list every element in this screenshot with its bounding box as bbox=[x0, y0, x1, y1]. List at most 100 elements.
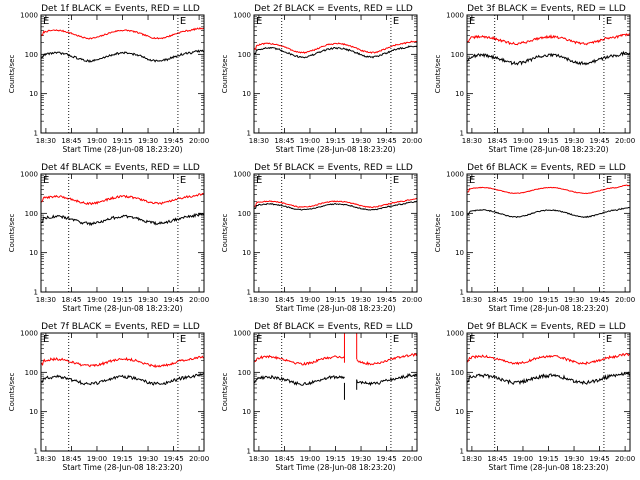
x-tick-label: 19:45 bbox=[376, 455, 396, 463]
series-lld-line bbox=[466, 184, 631, 195]
y-tick-label: 1000 bbox=[446, 330, 464, 338]
x-tick-label: 19:00 bbox=[87, 137, 107, 145]
x-tick-label: 19:15 bbox=[325, 137, 345, 145]
x-tick-label: 19:45 bbox=[376, 296, 396, 304]
series-events-line bbox=[253, 45, 418, 59]
plot-frame bbox=[253, 173, 418, 293]
x-tick-label: 19:30 bbox=[351, 137, 371, 145]
x-tick-label: 18:30 bbox=[249, 137, 269, 145]
x-axis-label: Start Time (28-Jun-08 18:23:20) bbox=[63, 463, 183, 472]
series-events-line bbox=[40, 212, 205, 227]
series-events-line bbox=[466, 50, 631, 66]
x-tick-label: 18:45 bbox=[487, 296, 507, 304]
y-axis-label: Counts/sec bbox=[8, 214, 16, 253]
y-tick-label: 100 bbox=[25, 51, 38, 59]
detector-panel-7: Det 7f BLACK = Events, RED = LLD Start Ti… bbox=[8, 322, 209, 472]
x-axis-label: Start Time (28-Jun-08 18:23:20) bbox=[489, 463, 609, 472]
y-tick-label: 1000 bbox=[446, 171, 464, 179]
y-tick-label: 1 bbox=[247, 448, 251, 456]
x-tick-label: 19:15 bbox=[325, 296, 345, 304]
x-tick-label: 20:00 bbox=[615, 455, 635, 463]
x-axis-label: Start Time (28-Jun-08 18:23:20) bbox=[489, 145, 609, 154]
y-tick-label: 1 bbox=[460, 448, 464, 456]
y-axis-label: Counts/sec bbox=[221, 373, 229, 412]
x-tick-label: 18:45 bbox=[487, 137, 507, 145]
y-tick-label: 100 bbox=[238, 51, 251, 59]
y-tick-label: 1 bbox=[460, 130, 464, 138]
series-lld-line bbox=[253, 352, 418, 366]
x-tick-label: 19:30 bbox=[564, 296, 584, 304]
x-tick-label: 18:30 bbox=[462, 296, 482, 304]
panel-title: Det 8f BLACK = Events, RED = LLD bbox=[254, 322, 413, 332]
event-marker-label: E bbox=[256, 334, 262, 345]
y-axis-label: Counts/sec bbox=[434, 55, 442, 94]
x-tick-label: 19:45 bbox=[589, 455, 609, 463]
event-marker-label: E bbox=[606, 175, 612, 186]
panel-title: Det 9f BLACK = Events, RED = LLD bbox=[467, 322, 626, 332]
x-tick-label: 20:00 bbox=[402, 455, 422, 463]
x-tick-label: 19:15 bbox=[538, 455, 558, 463]
y-tick-label: 10 bbox=[455, 90, 464, 98]
series-events-line bbox=[40, 49, 205, 63]
x-tick-label: 18:30 bbox=[249, 455, 269, 463]
series-events-line bbox=[253, 373, 418, 387]
panel-title: Det 3f BLACK = Events, RED = LLD bbox=[467, 4, 626, 14]
x-axis-label: Start Time (28-Jun-08 18:23:20) bbox=[276, 463, 396, 472]
y-tick-label: 10 bbox=[242, 249, 251, 257]
x-tick-label: 18:45 bbox=[274, 455, 294, 463]
y-axis-label: Counts/sec bbox=[221, 214, 229, 253]
plot-frame bbox=[466, 14, 631, 134]
event-marker-label: E bbox=[606, 334, 612, 345]
x-tick-label: 18:45 bbox=[274, 296, 294, 304]
x-tick-label: 19:00 bbox=[300, 455, 320, 463]
series-lld-line bbox=[253, 40, 418, 54]
x-tick-label: 19:00 bbox=[87, 296, 107, 304]
event-marker-label: E bbox=[43, 334, 49, 345]
y-tick-label: 1 bbox=[34, 130, 38, 138]
y-tick-label: 100 bbox=[451, 210, 464, 218]
x-axis-label: Start Time (28-Jun-08 18:23:20) bbox=[276, 145, 396, 154]
y-tick-label: 10 bbox=[455, 408, 464, 416]
x-tick-label: 18:45 bbox=[487, 455, 507, 463]
series-lld-line bbox=[466, 352, 631, 366]
x-tick-label: 20:00 bbox=[189, 137, 209, 145]
y-tick-label: 1 bbox=[34, 289, 38, 297]
x-tick-label: 18:30 bbox=[36, 296, 56, 304]
x-tick-label: 19:30 bbox=[351, 296, 371, 304]
x-tick-label: 18:30 bbox=[462, 137, 482, 145]
x-tick-label: 19:00 bbox=[87, 455, 107, 463]
series-events-line bbox=[253, 200, 418, 211]
x-tick-label: 20:00 bbox=[189, 455, 209, 463]
event-marker-label: E bbox=[606, 16, 612, 27]
plot-frame bbox=[466, 332, 631, 452]
y-axis-label: Counts/sec bbox=[8, 373, 16, 412]
plot-frame bbox=[466, 173, 631, 293]
panel-title: Det 2f BLACK = Events, RED = LLD bbox=[254, 4, 413, 14]
plot-frame bbox=[40, 14, 205, 134]
x-tick-label: 19:45 bbox=[589, 296, 609, 304]
detector-panel-6: Det 6f BLACK = Events, RED = LLD Start Ti… bbox=[434, 163, 635, 313]
y-tick-label: 10 bbox=[29, 249, 38, 257]
event-marker-label: E bbox=[256, 175, 262, 186]
y-tick-label: 10 bbox=[455, 249, 464, 257]
x-tick-label: 19:15 bbox=[538, 137, 558, 145]
x-tick-label: 18:45 bbox=[61, 296, 81, 304]
series-lld-line bbox=[40, 26, 205, 40]
x-tick-label: 19:30 bbox=[138, 296, 158, 304]
y-tick-label: 100 bbox=[25, 369, 38, 377]
y-tick-label: 1000 bbox=[233, 12, 251, 20]
x-tick-label: 19:00 bbox=[513, 455, 533, 463]
y-tick-label: 1000 bbox=[20, 330, 38, 338]
detector-panel-5: Det 5f BLACK = Events, RED = LLD Start Ti… bbox=[221, 163, 422, 313]
x-tick-label: 19:30 bbox=[564, 455, 584, 463]
y-axis-label: Counts/sec bbox=[434, 214, 442, 253]
x-axis-label: Start Time (28-Jun-08 18:23:20) bbox=[489, 304, 609, 313]
y-tick-label: 1 bbox=[247, 289, 251, 297]
y-tick-label: 100 bbox=[451, 51, 464, 59]
x-tick-label: 19:45 bbox=[163, 137, 183, 145]
series-events-line bbox=[466, 371, 631, 386]
event-marker-label: E bbox=[180, 16, 186, 27]
event-marker-label: E bbox=[43, 175, 49, 186]
x-tick-label: 19:45 bbox=[163, 296, 183, 304]
